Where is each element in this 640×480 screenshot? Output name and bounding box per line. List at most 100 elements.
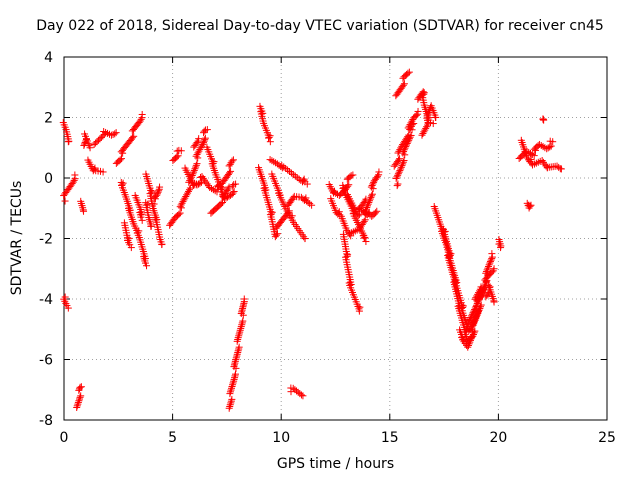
data-point <box>394 171 402 179</box>
data-point <box>484 262 492 270</box>
data-point <box>158 241 166 249</box>
data-point <box>225 192 233 200</box>
data-point <box>460 338 468 346</box>
data-point <box>467 326 475 334</box>
data-point <box>226 390 234 398</box>
data-point <box>302 194 310 202</box>
x-tick-label: 20 <box>489 430 507 446</box>
data-point <box>404 69 412 77</box>
data-point <box>423 123 431 131</box>
data-point <box>228 157 236 165</box>
data-point <box>297 391 305 399</box>
data-point <box>468 333 476 341</box>
data-point <box>137 115 145 123</box>
data-point <box>75 395 83 403</box>
data-point <box>191 165 199 173</box>
data-point <box>542 162 550 170</box>
data-point <box>177 147 185 155</box>
data-point <box>234 335 242 343</box>
data-point <box>235 332 243 340</box>
data-point <box>308 201 316 209</box>
data-point <box>76 393 84 401</box>
data-point <box>226 402 234 410</box>
data-point <box>226 388 234 396</box>
data-point <box>75 386 83 394</box>
y-tick-label: -6 <box>39 353 53 369</box>
data-point <box>129 134 137 142</box>
data-point <box>472 314 480 322</box>
grid-lines <box>64 57 607 420</box>
data-point <box>485 261 493 269</box>
data-point <box>424 121 432 129</box>
data-point <box>393 173 401 181</box>
tick-labels: 0 5 10 15 20 25 -8 -6 -4 -2 0 2 4 <box>39 50 616 446</box>
data-point <box>526 157 534 165</box>
x-tick-label: 5 <box>168 430 177 446</box>
plot-frame <box>63 56 608 421</box>
data-point <box>227 384 235 392</box>
data-point <box>398 162 406 170</box>
y-tick-label: 4 <box>44 50 53 66</box>
data-point <box>299 176 307 184</box>
data-point <box>228 395 236 403</box>
x-tick-label: 0 <box>60 430 69 446</box>
data-point <box>289 194 297 202</box>
y-tick-label: 0 <box>44 171 53 187</box>
data-point <box>347 172 355 180</box>
data-point <box>464 342 472 350</box>
data-point <box>208 185 216 193</box>
data-point <box>201 136 209 144</box>
data-point <box>480 284 488 292</box>
data-point <box>396 155 404 163</box>
data-point <box>368 192 376 200</box>
data-point <box>368 181 376 189</box>
data-point <box>238 321 246 329</box>
axes <box>63 56 608 421</box>
data-point <box>239 317 247 325</box>
data-point <box>355 307 363 315</box>
data-point <box>530 152 538 160</box>
data-point <box>138 110 146 118</box>
data-point <box>217 200 225 208</box>
data-point <box>466 338 474 346</box>
y-tick-label: -2 <box>39 232 53 248</box>
data-point <box>399 160 407 168</box>
data-point <box>397 165 405 173</box>
data-point <box>467 335 475 343</box>
data-point <box>303 180 311 188</box>
data-point <box>287 169 295 177</box>
data-point <box>304 198 312 206</box>
data-point <box>202 178 210 186</box>
data-point <box>240 295 248 303</box>
data-point <box>362 195 370 203</box>
data-point <box>153 190 161 198</box>
data-point <box>299 392 307 400</box>
data-point <box>372 209 380 217</box>
y-axis-label: SDTVAR / TECUs <box>9 180 25 296</box>
data-point <box>155 187 163 195</box>
data-point <box>237 323 245 331</box>
data-point <box>538 157 546 165</box>
data-point <box>540 116 548 124</box>
data-point <box>475 296 483 304</box>
data-point <box>537 142 545 150</box>
data-point <box>470 317 478 325</box>
data-point <box>488 250 496 258</box>
data-point <box>174 152 182 160</box>
data-point <box>301 195 309 203</box>
data-point <box>226 160 234 168</box>
data-point <box>234 334 242 342</box>
data-point <box>373 207 381 215</box>
data-point <box>549 138 557 146</box>
data-point <box>203 180 211 188</box>
data-point <box>266 138 274 146</box>
data-point <box>64 304 72 312</box>
data-point <box>286 168 294 176</box>
data-point <box>468 322 476 330</box>
data-point <box>527 201 535 209</box>
data-point <box>469 319 477 327</box>
data-point <box>227 167 235 175</box>
data-point <box>225 404 233 412</box>
data-point <box>466 336 474 344</box>
